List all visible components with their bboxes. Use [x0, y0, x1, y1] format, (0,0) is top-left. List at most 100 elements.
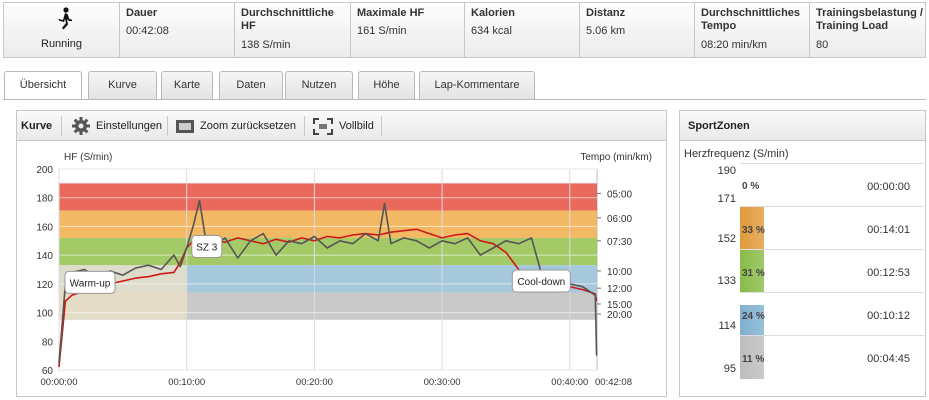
y2-tick-label: 05:00	[607, 189, 632, 200]
y2-tick-label: 07:30	[607, 237, 632, 248]
tab-altitude[interactable]: Höhe	[358, 71, 415, 99]
annotation-box	[511, 269, 571, 293]
summary-label: Dauer	[126, 7, 158, 19]
summary-value: 00:42:08	[126, 25, 169, 37]
heart-rate-chart[interactable]: Warm-up SZ 3 Cool-down HF (S/min) Tempo (mi…	[17, 142, 666, 397]
summary-value: 80	[816, 39, 829, 51]
zone-time: 00:00:00	[867, 181, 910, 193]
y-tick-label: 100	[36, 309, 53, 320]
tab-curve[interactable]: Kurve	[88, 71, 157, 99]
summary-avg-hr: Durchschnittliche HF 138 S/min	[234, 3, 350, 57]
annotation-box	[64, 270, 116, 294]
tab-benefit[interactable]: Nutzen	[285, 71, 353, 99]
y2-tick-label: 15:00	[607, 300, 632, 311]
zone-time: 00:14:01	[867, 224, 910, 236]
y2-tick-label: 10:00	[607, 267, 632, 278]
y2-axis-title: Tempo (min/km)	[580, 152, 652, 163]
zone-limit-label: 95	[723, 363, 736, 375]
zone-band	[59, 237, 597, 266]
running-icon	[58, 7, 72, 30]
zone-percent: 11 %	[742, 354, 765, 365]
sport-zones-panel: SportZonen Herzfrequenz (S/min) 190 171 15…	[679, 110, 926, 397]
toolbar-divider	[381, 116, 382, 136]
x-tick-label: 00:40:00	[551, 377, 588, 388]
tab-data[interactable]: Daten	[219, 71, 283, 99]
y-tick-label: 80	[42, 337, 54, 348]
summary-training-load: Trainingsbelastung / Training Load 80	[809, 3, 925, 57]
zone-limit-label: 152	[717, 233, 736, 245]
x-tick-label: 00:20:00	[296, 377, 333, 388]
annotation-label: Warm-up	[70, 278, 111, 289]
summary-avg-pace: Durchschnittliches Tempo 08:20 min/km	[694, 3, 809, 57]
zone-row: 24 % 00:10:12	[740, 292, 924, 336]
tab-lap-comments[interactable]: Lap-Kommentare	[419, 71, 535, 99]
chart-annotations: Warm-up SZ 3 Cool-down	[64, 235, 571, 294]
fullscreen-label: Vollbild	[339, 120, 374, 132]
summary-label: Distanz	[586, 7, 626, 19]
zone-limit-label: 114	[718, 320, 736, 332]
zone-percent: 0 %	[742, 181, 760, 192]
annotation-box	[191, 235, 223, 259]
zone-band	[59, 183, 597, 211]
toolbar-title: Kurve	[21, 120, 53, 132]
x-tick-label: 00:00:00	[41, 377, 78, 388]
zone-bar	[740, 207, 764, 250]
summary-value: 138 S/min	[241, 39, 291, 51]
summary-label: Kalorien	[471, 7, 516, 19]
zone-time: 00:04:45	[867, 353, 910, 365]
zone-limit-label: 133	[717, 275, 736, 287]
summary-distance: Distanz 5.06 km	[579, 3, 694, 57]
sport-zones-subtitle: Herzfrequenz (S/min)	[684, 148, 789, 160]
settings-label: Einstellungen	[96, 120, 163, 132]
zone-band	[59, 210, 597, 238]
summary-label: Trainingsbelastung / Training Load	[816, 7, 923, 32]
zone-row: 31 % 00:12:53	[740, 249, 924, 293]
zone-percent: 33 %	[742, 225, 765, 236]
sport-name: Running	[41, 38, 82, 50]
zone-row: 0 % 00:00:00	[740, 163, 924, 206]
summary-label: Durchschnittliche HF	[241, 7, 334, 32]
zone-bar	[740, 336, 764, 379]
series-line-hf	[58, 228, 598, 368]
chart-series	[58, 199, 598, 368]
y-tick-label: 140	[36, 251, 53, 262]
zone-time: 00:12:53	[867, 267, 910, 279]
summary-label: Durchschnittliches Tempo	[701, 7, 801, 32]
toolbar-divider	[304, 116, 305, 136]
curve-toolbar: Kurve Einstellungen	[17, 111, 666, 141]
summary-calories: Kalorien 634 kcal	[464, 3, 579, 57]
sport-zones-title: SportZonen	[680, 111, 925, 141]
y-tick-label: 60	[42, 366, 54, 377]
sport-cell: Running	[4, 3, 119, 57]
tab-divider	[3, 99, 926, 100]
y-tick-label: 160	[36, 222, 53, 233]
tab-overview[interactable]: Übersicht	[4, 71, 82, 100]
zone-time: 00:10:12	[867, 310, 910, 322]
y-tick-label: 200	[36, 165, 53, 176]
chart-axes: HF (S/min) Tempo (min/km) 200 180 160 140 120 1…	[36, 152, 652, 388]
gear-icon	[72, 117, 90, 135]
x-tick-label: 00:30:00	[424, 377, 461, 388]
y-axis-title: HF (S/min)	[64, 152, 112, 163]
zone-percent: 31 %	[742, 268, 765, 279]
zone-bands	[58, 168, 598, 371]
y2-tick-label: 20:00	[607, 310, 632, 321]
summary-label: Maximale HF	[357, 7, 425, 19]
annotation-label: SZ 3	[196, 243, 218, 254]
zoom-reset-label: Zoom zurücksetzen	[200, 120, 296, 132]
summary-value: 5.06 km	[586, 25, 626, 37]
fullscreen-icon	[313, 118, 333, 135]
zone-limit-label: 171	[717, 193, 736, 205]
toolbar-divider	[61, 116, 62, 136]
series-line-tempo	[58, 199, 598, 363]
zone-bar	[740, 305, 764, 336]
tab-map[interactable]: Karte	[161, 71, 213, 99]
y-tick-label: 120	[36, 280, 53, 291]
y2-tick-label: 12:00	[607, 284, 632, 295]
x-tick-label: 00:42:08	[595, 377, 632, 388]
zone-limit-label: 190	[717, 165, 736, 177]
zoom-reset-icon	[176, 120, 194, 133]
summary-value: 161 S/min	[357, 25, 407, 37]
summary-value: 08:20 min/km	[701, 39, 768, 51]
y-tick-label: 180	[36, 194, 53, 205]
